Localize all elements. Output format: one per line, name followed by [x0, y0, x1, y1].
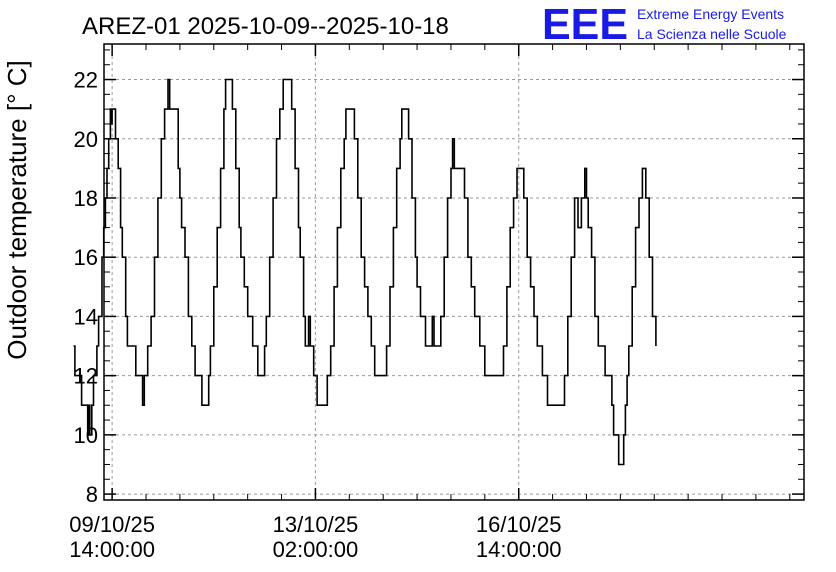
eee-logo-mark: EEE	[542, 0, 628, 49]
x-tick-label-date: 09/10/25	[69, 512, 155, 537]
series-line	[73, 78, 657, 466]
x-tick-label-time: 14:00:00	[69, 537, 155, 562]
y-tick-label: 22	[74, 68, 98, 93]
y-tick-label: 16	[74, 245, 98, 270]
x-tick-label-time: 14:00:00	[476, 537, 562, 562]
x-tick-label-time: 02:00:00	[273, 537, 359, 562]
series-group	[73, 78, 657, 466]
logo-line-1: Extreme Energy Events	[637, 6, 784, 22]
y-tick-label: 18	[74, 186, 98, 211]
y-axis-label: Outdoor temperature [° C]	[2, 60, 32, 359]
logo-line-2: La Scienza nelle Scuole	[637, 26, 787, 42]
eee-logo: EEE Extreme Energy Events La Scienza nel…	[542, 0, 787, 49]
y-tick-label: 20	[74, 127, 98, 152]
y-tick-label: 14	[74, 304, 98, 329]
x-tick-label-date: 13/10/25	[273, 512, 359, 537]
plot-frame	[103, 43, 805, 501]
x-tick-label-date: 16/10/25	[476, 512, 562, 537]
y-tick-label: 10	[74, 423, 98, 448]
axis-ticks	[104, 44, 804, 500]
grid	[104, 44, 804, 500]
chart-title: AREZ-01 2025-10-09--2025-10-18	[82, 13, 449, 40]
y-tick-label: 8	[86, 482, 98, 507]
